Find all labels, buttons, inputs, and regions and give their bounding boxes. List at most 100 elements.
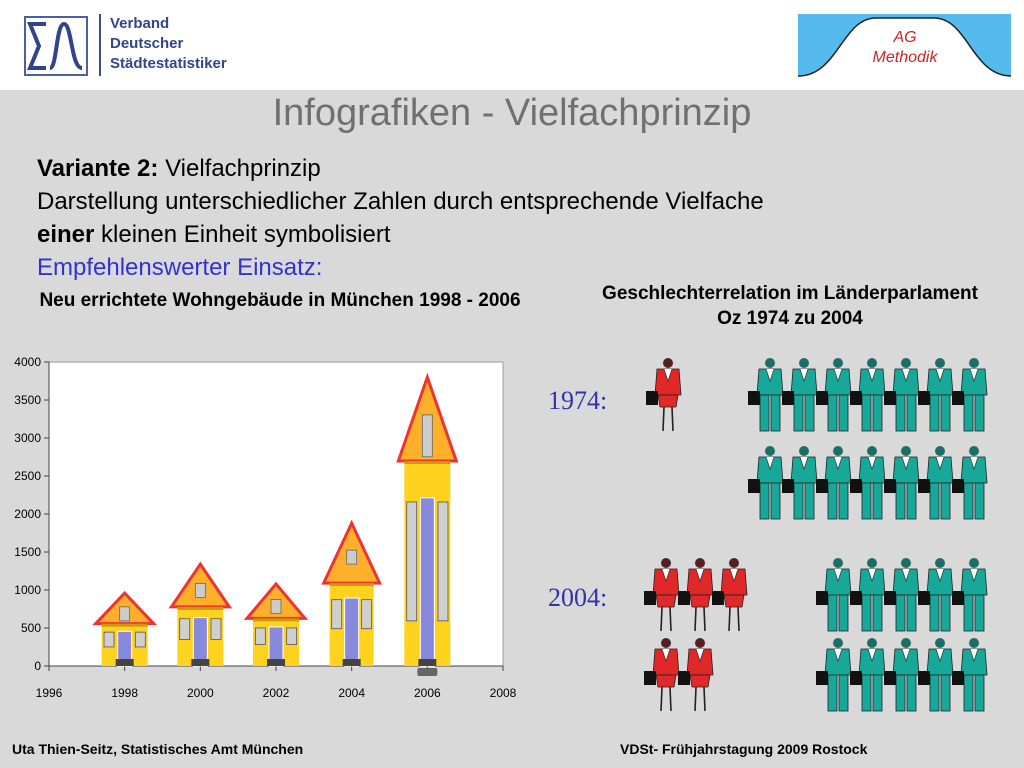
house-bar xyxy=(243,581,309,667)
house-window xyxy=(134,631,146,648)
house-eave xyxy=(404,460,451,464)
businessman-icon xyxy=(850,558,886,632)
businessman-icon xyxy=(918,558,954,632)
businessman-icon xyxy=(782,446,818,520)
vds-divider xyxy=(99,14,101,76)
vds-line-2: Deutscher xyxy=(110,35,184,52)
intro-line-1: Variante 2: Vielfachprinzip xyxy=(37,152,764,185)
intro-line-2: Darstellung unterschiedlicher Zahlen dur… xyxy=(37,188,764,215)
businesswoman-icon xyxy=(646,358,682,432)
house-dormer xyxy=(346,549,358,565)
house-eave xyxy=(177,606,224,610)
vds-line-1: Verband xyxy=(110,15,170,32)
house-window xyxy=(406,501,418,622)
x-tick-label: 2002 xyxy=(263,686,290,700)
y-tick-label: 2500 xyxy=(14,469,41,483)
house-bar xyxy=(168,561,233,667)
y-tick-label: 1000 xyxy=(14,583,41,597)
businessman-icon xyxy=(918,446,954,520)
recommendation-label: Empfehlenswerter Einsatz: xyxy=(37,254,323,281)
y-tick-label: 1500 xyxy=(14,545,41,559)
house-window xyxy=(361,599,373,630)
row-label-1974: 1974: xyxy=(548,386,608,415)
businesswoman-icon xyxy=(712,558,748,632)
businessman-icon xyxy=(850,358,886,432)
y-tick-label: 2000 xyxy=(14,507,41,521)
variant-label: Variante 2: xyxy=(37,155,159,182)
businessman-icon xyxy=(884,446,920,520)
house-step xyxy=(342,659,361,666)
house-bar xyxy=(396,372,459,676)
house-dormer xyxy=(194,583,206,598)
x-tick-label: 2000 xyxy=(187,686,214,700)
businessman-icon xyxy=(816,558,852,632)
x-tick-label: 1998 xyxy=(111,686,138,700)
ag-line-1: AG xyxy=(892,29,916,46)
businessman-icon xyxy=(952,358,988,432)
x-tick-label: 1996 xyxy=(36,686,63,700)
businessman-icon xyxy=(816,638,852,712)
slide-title: Infografiken - Vielfachprinzip xyxy=(272,92,752,134)
vds-sigma-logo-icon xyxy=(24,16,88,76)
businessman-icon xyxy=(918,358,954,432)
house-eave xyxy=(329,583,374,587)
house-step xyxy=(267,659,285,666)
x-tick-label: 2008 xyxy=(490,686,517,700)
y-tick-label: 3000 xyxy=(14,431,41,445)
y-tick-label: 0 xyxy=(34,659,41,673)
intro-line-3-rest: kleinen Einheit symbolisiert xyxy=(94,221,391,248)
businessman-icon xyxy=(850,446,886,520)
businessman-icon xyxy=(748,446,784,520)
ag-line-2: Methodik xyxy=(873,49,939,66)
y-tick-label: 4000 xyxy=(14,355,41,369)
x-tick-label: 2006 xyxy=(414,686,441,700)
x-tick-label: 2004 xyxy=(338,686,365,700)
businessman-icon xyxy=(952,638,988,712)
house-window xyxy=(254,627,266,645)
house-window xyxy=(437,501,449,622)
house-door xyxy=(419,497,435,667)
house-dormer xyxy=(119,606,131,622)
house-window xyxy=(331,599,343,630)
house-eave xyxy=(101,623,148,627)
house-door xyxy=(344,597,360,667)
house-dormer xyxy=(270,599,282,614)
vds-line-3: Städtestatistiker xyxy=(110,55,227,72)
footer-left: Uta Thien-Seitz, Statistisches Amt Münch… xyxy=(12,741,304,757)
intro-text: Variante 2: Vielfachprinzip Darstellung … xyxy=(37,152,764,284)
house-bar xyxy=(321,519,383,667)
vds-logo-text: Verband Deutscher Städtestatistiker xyxy=(110,14,227,74)
house-eave xyxy=(253,618,299,622)
house-window xyxy=(103,631,115,648)
house-bar xyxy=(92,590,158,667)
house-window xyxy=(286,627,298,645)
gender-chart-title: Geschlechterrelation im Länderparlament … xyxy=(602,283,978,329)
house-bar-chart: 0 500 1000 1500 2000 2500 3000 3500 4000 1996 1998… xyxy=(14,355,517,700)
businessman-icon xyxy=(918,638,954,712)
businessman-icon xyxy=(884,638,920,712)
businessman-icon xyxy=(884,558,920,632)
house-dormer xyxy=(421,414,433,458)
businesswoman-icon xyxy=(678,638,714,712)
house-step xyxy=(418,659,437,666)
row-label-2004: 2004: xyxy=(548,583,608,612)
businessman-icon xyxy=(748,358,784,432)
house-window xyxy=(210,618,222,640)
businesswoman-icon xyxy=(644,638,680,712)
gender-pictogram xyxy=(644,358,988,712)
house-chart-title: Neu errichtete Wohngebäude in München 19… xyxy=(39,290,521,311)
businessman-icon xyxy=(884,358,920,432)
intro-line-3-bold: einer xyxy=(37,221,95,248)
businessman-icon xyxy=(850,638,886,712)
businessman-icon xyxy=(952,558,988,632)
house-step xyxy=(115,659,134,666)
businessman-icon xyxy=(816,446,852,520)
intro-line-3: einer kleinen Einheit symbolisiert xyxy=(37,218,764,251)
house-window xyxy=(179,618,191,640)
businesswoman-icon xyxy=(644,558,680,632)
businessman-icon xyxy=(816,358,852,432)
variant-text: Vielfachprinzip xyxy=(158,155,321,182)
ag-methodik-logo: AG Methodik xyxy=(798,14,1011,80)
businesswoman-icon xyxy=(678,558,714,632)
footer-right: VDSt- Frühjahrstagung 2009 Rostock xyxy=(620,741,868,757)
